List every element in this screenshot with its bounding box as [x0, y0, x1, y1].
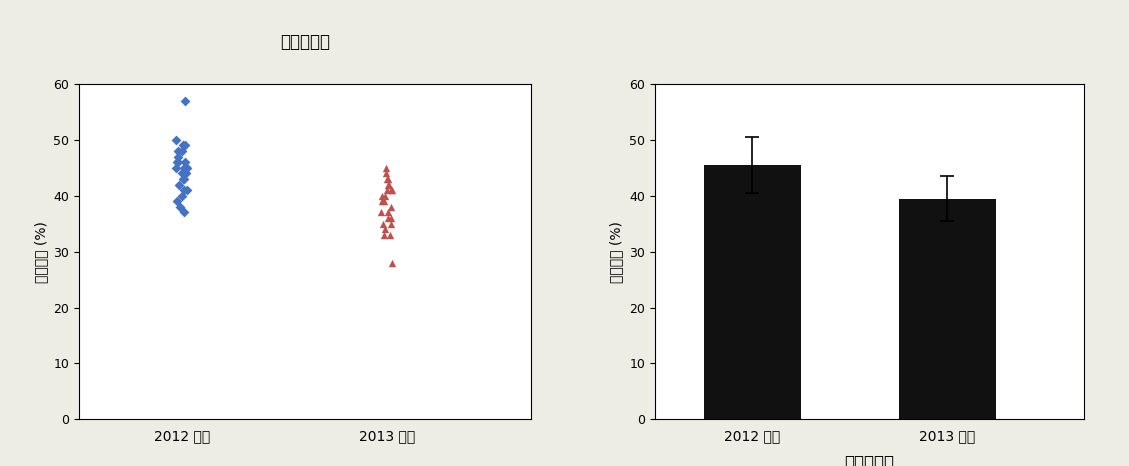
Point [379, 181, 397, 188]
Point [376, 192, 394, 199]
Point [175, 186, 193, 194]
Point [376, 226, 394, 233]
Point [377, 170, 395, 177]
Point [174, 175, 192, 183]
Point [177, 186, 195, 194]
Point [373, 209, 391, 216]
Point [376, 231, 394, 239]
Point [376, 198, 394, 205]
Point [178, 164, 196, 171]
Point [173, 147, 191, 155]
Point [167, 158, 185, 166]
Point [379, 175, 397, 183]
Point [382, 231, 400, 239]
Point [168, 198, 186, 205]
Point [377, 164, 395, 171]
Point [176, 170, 194, 177]
Point [383, 186, 401, 194]
Point [172, 203, 190, 211]
Point [378, 186, 396, 194]
Point [169, 147, 187, 155]
Point [169, 153, 187, 160]
Point [173, 170, 191, 177]
Point [383, 259, 401, 267]
Point [176, 158, 194, 166]
Point [373, 192, 391, 199]
Point [382, 203, 400, 211]
Point [175, 209, 193, 216]
Point [379, 209, 397, 216]
Point [378, 175, 396, 183]
Point [374, 198, 392, 205]
Bar [899, 199, 996, 419]
Point [382, 214, 400, 222]
Point [383, 220, 401, 227]
Point [176, 97, 194, 104]
Y-axis label: 수분함량 (%): 수분함량 (%) [34, 221, 47, 282]
Point [167, 136, 185, 144]
X-axis label: 잡쌌고추장: 잡쌌고추장 [844, 454, 894, 466]
Text: 잡쌌고추장: 잡쌌고추장 [280, 33, 330, 51]
Bar [703, 165, 802, 419]
Point [379, 181, 397, 188]
Point [382, 186, 400, 194]
Point [166, 164, 184, 171]
Point [174, 142, 192, 149]
Point [175, 175, 193, 183]
Point [378, 214, 396, 222]
Point [170, 181, 189, 188]
Y-axis label: 수분함량 (%): 수분함량 (%) [610, 221, 623, 282]
Point [173, 192, 191, 199]
Point [176, 142, 194, 149]
Point [374, 220, 392, 227]
Point [175, 164, 193, 171]
Point [168, 158, 186, 166]
